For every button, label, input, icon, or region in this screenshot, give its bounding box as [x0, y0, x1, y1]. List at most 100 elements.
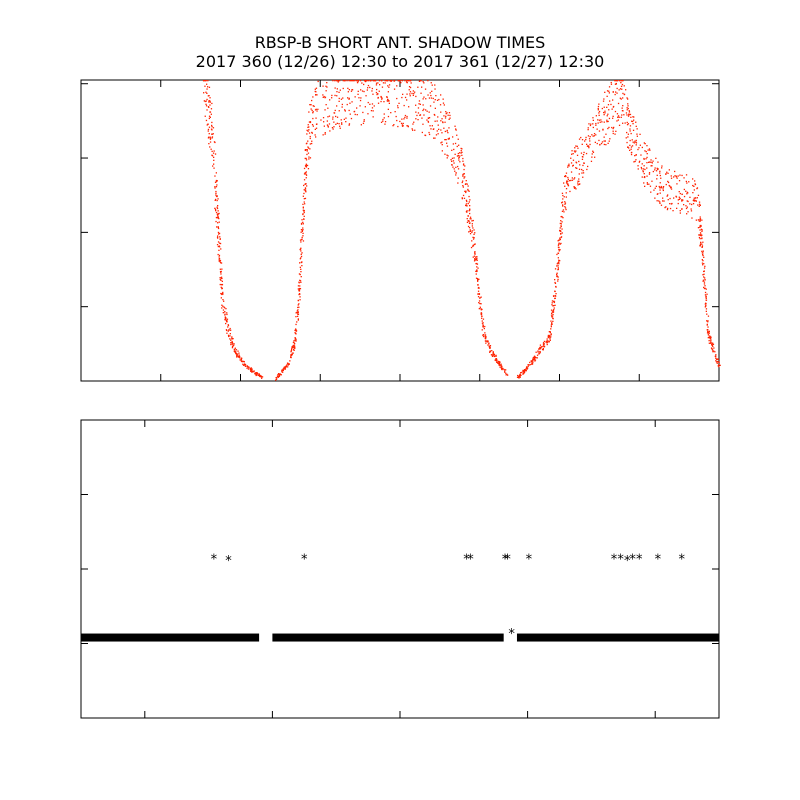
data-point [539, 351, 541, 353]
data-point [578, 180, 580, 182]
data-point [387, 80, 389, 82]
data-point [415, 104, 417, 106]
data-point [500, 363, 502, 365]
data-point [700, 228, 703, 230]
data-point [665, 173, 667, 175]
data-point [453, 168, 455, 170]
data-point [702, 279, 705, 281]
data-point [312, 96, 314, 98]
data-point [585, 138, 587, 141]
chart-title-line-2: 2017 360 (12/26) 12:30 to 2017 361 (12/2… [196, 52, 605, 71]
data-point [444, 121, 446, 123]
data-point [434, 107, 436, 109]
data-point [471, 231, 473, 233]
data-point [354, 80, 356, 82]
data-point [570, 162, 573, 164]
data-point [627, 123, 630, 125]
data-point [303, 167, 306, 170]
data-point [388, 100, 390, 102]
data-point [558, 239, 560, 241]
data-point [586, 168, 588, 171]
data-point [622, 105, 624, 107]
data-point [346, 103, 348, 106]
data-point [630, 148, 632, 150]
data-point [216, 195, 218, 197]
data-point [209, 136, 211, 138]
data-point [256, 372, 258, 374]
data-point [302, 223, 304, 225]
data-point [623, 114, 625, 116]
data-point [222, 305, 224, 307]
data-point [410, 82, 412, 84]
data-point [301, 236, 303, 239]
data-point [580, 136, 582, 139]
data-point [685, 205, 687, 207]
data-point [231, 337, 233, 339]
data-point [675, 176, 678, 178]
data-point [214, 207, 216, 209]
data-point [700, 242, 702, 244]
data-point [338, 97, 340, 100]
data-point [710, 347, 713, 349]
data-point [302, 206, 304, 208]
data-point [609, 100, 611, 102]
data-point [208, 133, 210, 135]
data-point [449, 117, 451, 119]
data-point [461, 148, 463, 150]
data-point [570, 179, 572, 182]
data-point [692, 184, 694, 187]
data-point [479, 297, 481, 299]
data-point [329, 99, 331, 101]
data-point [434, 88, 436, 90]
data-point [451, 160, 453, 162]
data-point [537, 350, 539, 352]
data-point [631, 120, 633, 122]
data-point [483, 327, 485, 330]
data-point [646, 145, 648, 147]
data-point [476, 256, 478, 258]
data-point [462, 174, 464, 176]
data-point [561, 228, 563, 230]
data-point [484, 338, 487, 340]
data-point [352, 80, 354, 82]
data-point [363, 120, 365, 122]
data-point [297, 313, 300, 315]
data-point [686, 193, 688, 195]
data-point [469, 230, 472, 232]
data-point [464, 165, 466, 167]
data-point [699, 220, 701, 222]
data-point [278, 375, 280, 377]
data-point [302, 213, 304, 215]
data-point [406, 80, 408, 82]
data-point [219, 238, 221, 240]
data-point [278, 373, 281, 376]
data-point [214, 153, 217, 155]
data-point [465, 180, 467, 182]
data-point [590, 123, 592, 125]
data-point [405, 81, 408, 83]
data-point [348, 89, 350, 91]
data-point [462, 157, 464, 160]
data-point [539, 344, 542, 346]
data-point [703, 256, 705, 258]
data-point [475, 258, 478, 260]
data-point [413, 121, 415, 123]
data-point [699, 216, 701, 218]
data-point [532, 361, 534, 363]
data-point [478, 300, 481, 302]
data-point [287, 364, 289, 366]
data-point [457, 138, 459, 140]
data-point [324, 132, 326, 134]
data-point [341, 103, 343, 106]
data-point [339, 89, 341, 91]
data-point [563, 211, 565, 213]
data-point [372, 80, 374, 82]
data-point [461, 151, 463, 153]
data-point [551, 300, 554, 302]
data-point [642, 168, 645, 170]
data-point [443, 127, 445, 129]
data-point [614, 80, 616, 82]
data-point [300, 276, 302, 278]
data-point [587, 135, 590, 137]
data-point [300, 241, 302, 243]
